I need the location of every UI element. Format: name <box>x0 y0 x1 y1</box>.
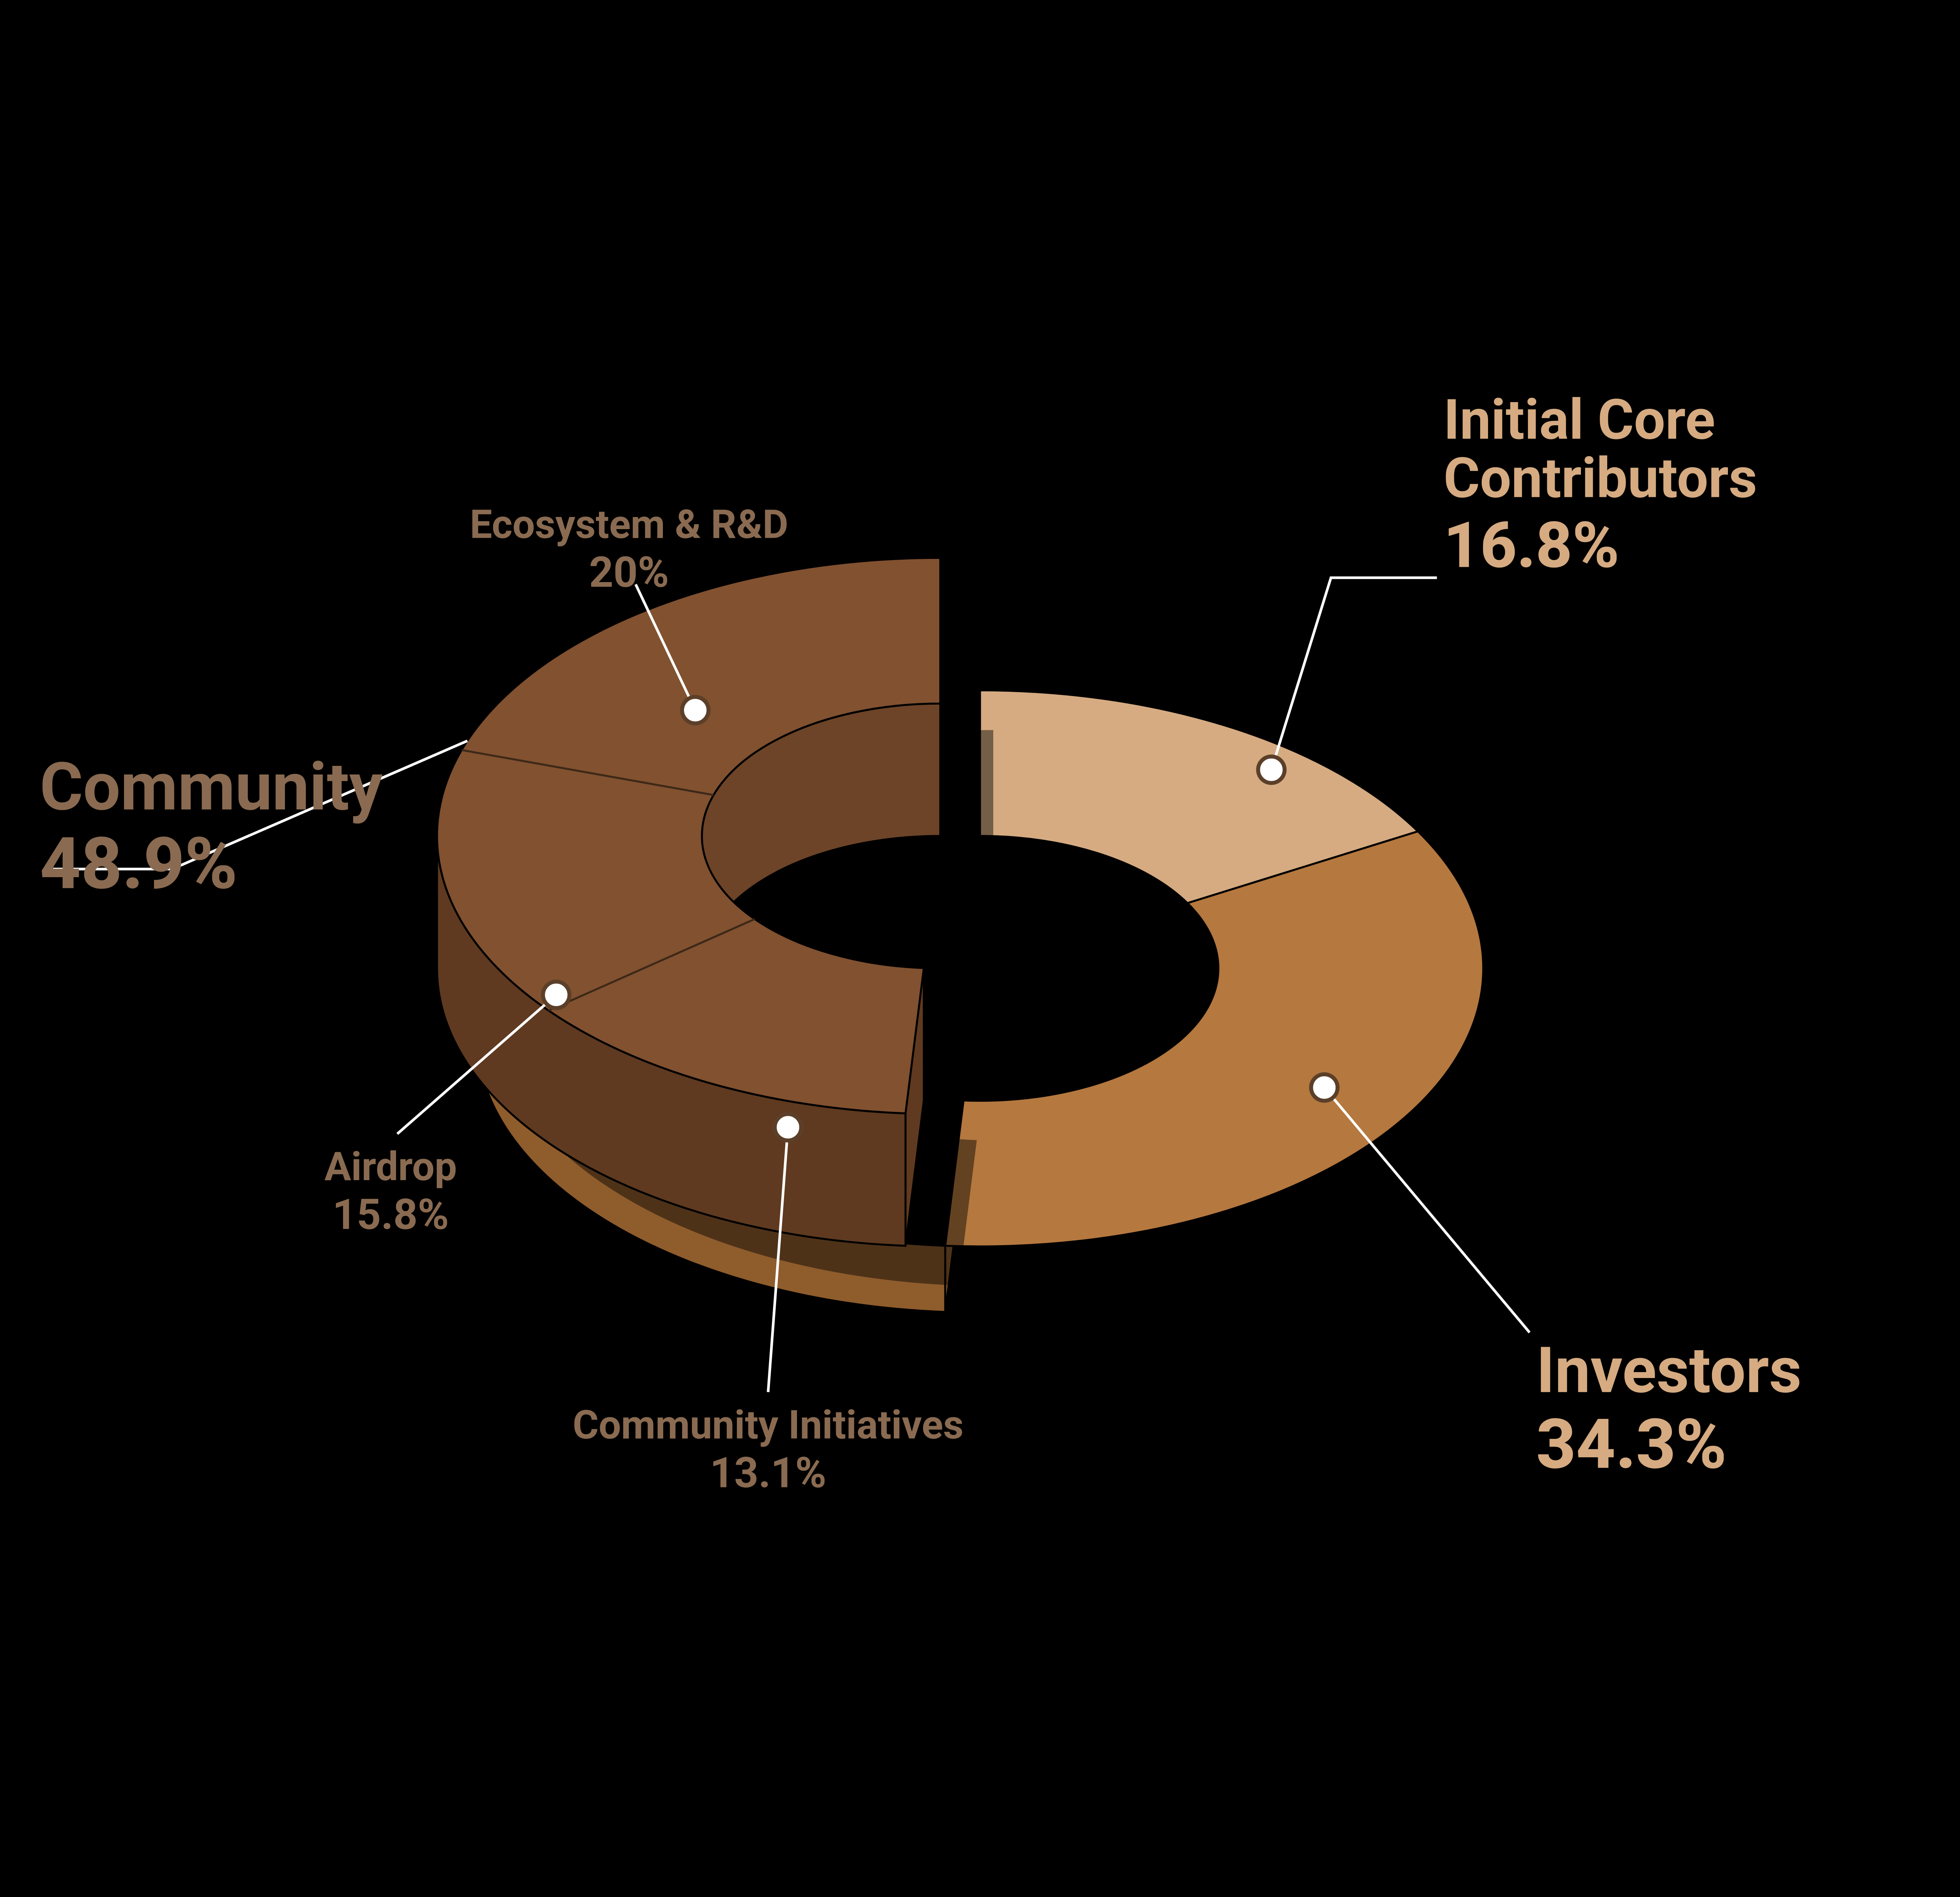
leader-dot <box>682 697 709 724</box>
leader-dot <box>1258 756 1285 783</box>
leader-dot <box>1311 1074 1338 1101</box>
airdrop-label: Airdrop15.8% <box>325 1143 457 1239</box>
leader-dot <box>543 981 570 1008</box>
token-allocation-donut: Initial CoreContributors16.8%Investors34… <box>0 0 1960 1897</box>
leader-dot <box>775 1114 801 1141</box>
